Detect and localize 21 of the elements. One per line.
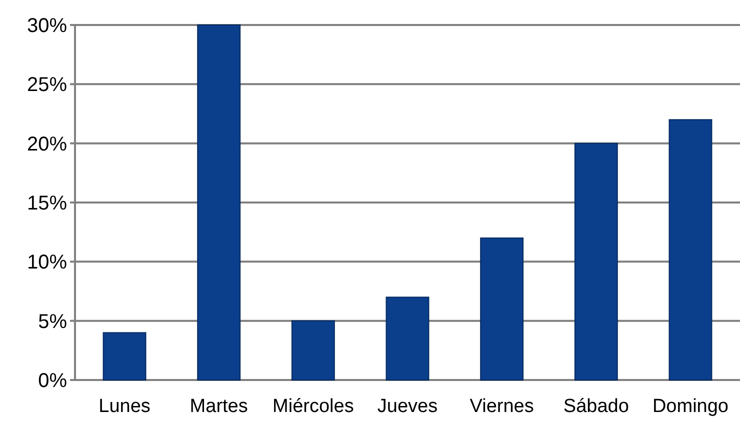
y-tick-label: 20% bbox=[26, 133, 68, 156]
y-tick-label: 5% bbox=[38, 310, 68, 333]
bar bbox=[197, 24, 241, 380]
x-tick-label: Viernes bbox=[470, 396, 534, 417]
x-tick-label: Lunes bbox=[98, 396, 150, 417]
x-tick-label: Sábado bbox=[563, 396, 629, 417]
bar bbox=[291, 320, 335, 380]
x-tick-label: Miércoles bbox=[272, 396, 354, 417]
bar bbox=[102, 332, 146, 380]
x-tick-label: Domingo bbox=[652, 396, 728, 417]
y-tick-label: 10% bbox=[26, 252, 68, 274]
y-tick-label: 25% bbox=[26, 74, 68, 96]
bar bbox=[668, 119, 712, 380]
y-tick-label: 15% bbox=[26, 192, 68, 214]
x-tick-label: Jueves bbox=[377, 396, 438, 417]
x-tick-label: Martes bbox=[190, 396, 248, 417]
bar bbox=[480, 238, 524, 380]
bar bbox=[574, 142, 618, 380]
y-tick-label: 0% bbox=[38, 370, 68, 392]
y-tick-label: 30% bbox=[26, 15, 68, 37]
bar bbox=[386, 296, 430, 380]
